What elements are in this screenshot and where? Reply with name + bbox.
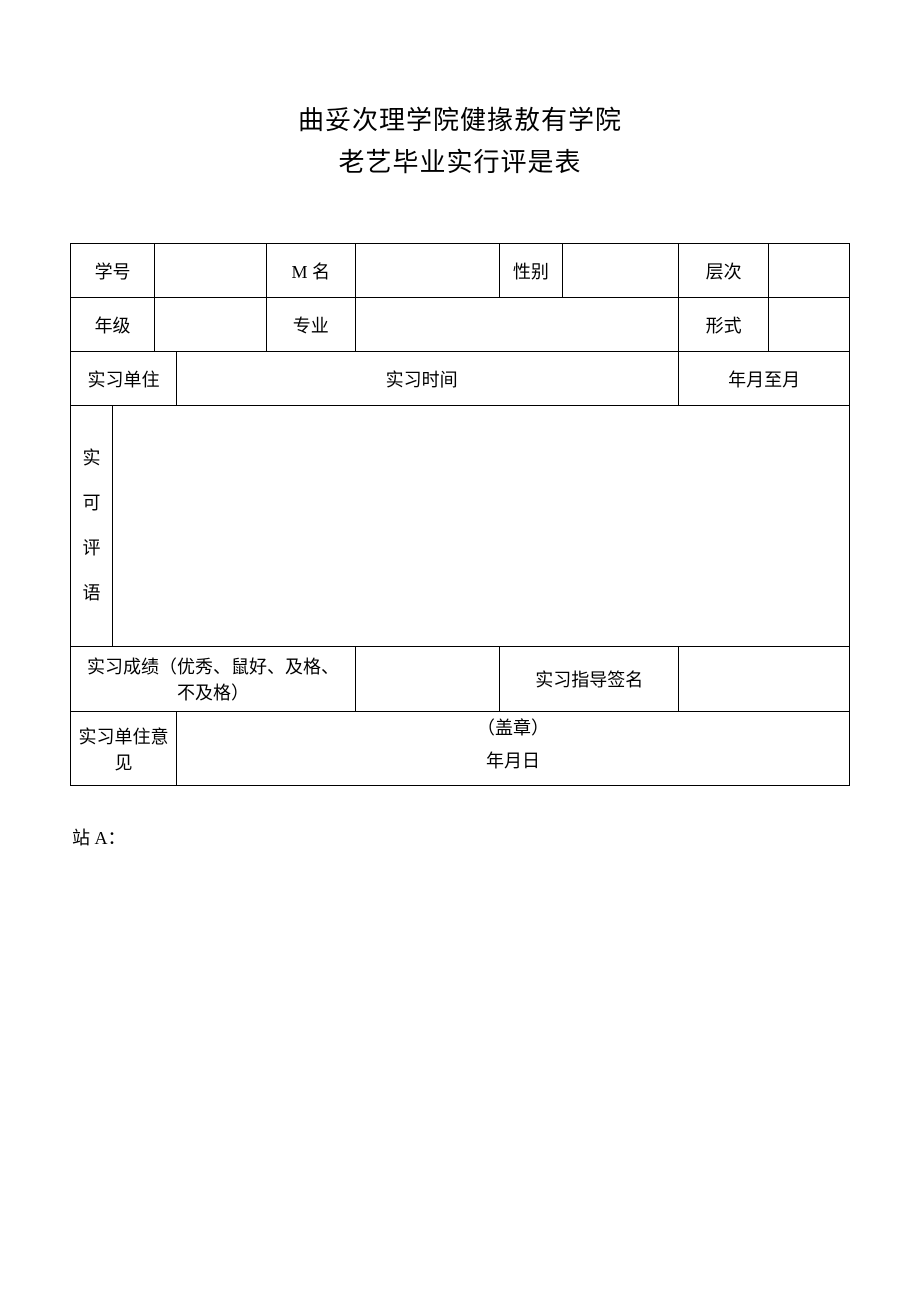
date-blank-text: 年月日 — [177, 745, 849, 777]
comment-char-4: 语 — [71, 571, 112, 616]
label-comment-vertical: 实 可 评 语 — [71, 406, 113, 647]
comment-char-3: 评 — [71, 526, 112, 571]
label-unit-opinion: 实习单住意见 — [71, 712, 177, 786]
value-major — [356, 298, 679, 352]
footer-note: 站 A： — [70, 824, 850, 850]
label-student-id: 学号 — [71, 244, 155, 298]
stamp-text: （盖章） — [177, 712, 849, 744]
row-grade: 实习成绩（优秀、鼠好、及格、不及格） 实习指导签名 — [71, 647, 850, 712]
comment-char-2: 可 — [71, 481, 112, 526]
row-basic-1: 学号 M 名 性别 层次 — [71, 244, 850, 298]
page: 曲妥次理学院健掾敖有学院 老艺毕业实行评是表 学号 M 名 性别 层次 — [0, 0, 920, 1301]
label-grade-year: 年级 — [71, 298, 155, 352]
value-grade — [356, 647, 500, 712]
value-unit-opinion: （盖章） 年月日 — [176, 712, 849, 786]
row-comment: 实 可 评 语 — [71, 406, 850, 647]
label-major: 专业 — [266, 298, 356, 352]
value-level — [768, 244, 849, 298]
value-student-id — [155, 244, 266, 298]
title-block: 曲妥次理学院健掾敖有学院 老艺毕业实行评是表 — [70, 100, 850, 183]
value-name — [356, 244, 500, 298]
label-form: 形式 — [679, 298, 769, 352]
title-line-2: 老艺毕业实行评是表 — [70, 142, 850, 184]
evaluation-form-table: 学号 M 名 性别 层次 年级 专业 形式 实习单住 实习时间 年月至月 — [70, 243, 850, 786]
value-form — [768, 298, 849, 352]
value-intern-time: 年月至月 — [679, 352, 850, 406]
label-grade: 实习成绩（优秀、鼠好、及格、不及格） — [71, 647, 356, 712]
comment-char-1: 实 — [71, 436, 112, 481]
row-basic-2: 年级 专业 形式 — [71, 298, 850, 352]
label-name: M 名 — [266, 244, 356, 298]
value-grade-year — [155, 298, 266, 352]
label-intern-unit: 实习单住 — [71, 352, 177, 406]
value-gender — [562, 244, 679, 298]
value-supervisor-sign — [679, 647, 850, 712]
label-level: 层次 — [679, 244, 769, 298]
title-line-1: 曲妥次理学院健掾敖有学院 — [70, 100, 850, 142]
label-gender: 性别 — [500, 244, 562, 298]
row-opinion: 实习单住意见 （盖章） 年月日 — [71, 712, 850, 786]
label-intern-time: 实习时间 — [176, 352, 678, 406]
value-comment-body — [113, 406, 850, 647]
row-intern-unit: 实习单住 实习时间 年月至月 — [71, 352, 850, 406]
label-supervisor-sign: 实习指导签名 — [500, 647, 679, 712]
